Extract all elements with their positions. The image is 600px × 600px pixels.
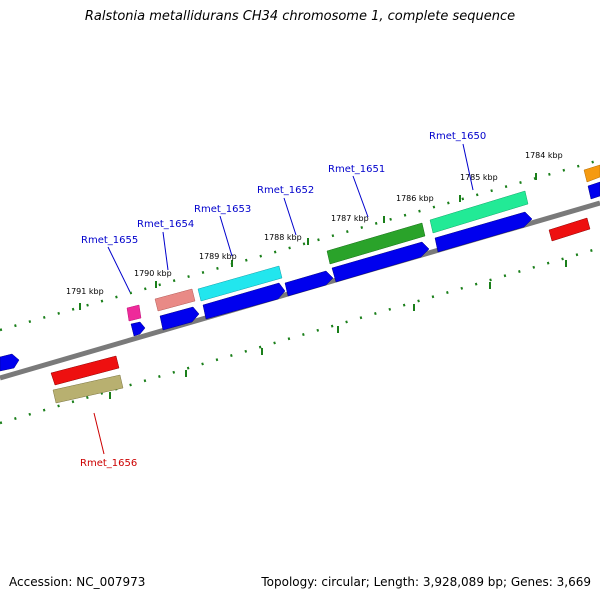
scale-label: 1790 kbp	[134, 269, 172, 278]
scale-label: 1787 kbp	[331, 214, 369, 223]
topology-summary: Topology: circular; Length: 3,928,089 bp…	[261, 575, 591, 589]
map-title: Ralstonia metallidurans CH34 chromosome …	[84, 9, 516, 24]
gene-orange[interactable]	[583, 164, 600, 183]
major-ticks	[79, 173, 567, 399]
lower-scale-line	[0, 246, 600, 425]
gene-label[interactable]: Rmet_1651	[328, 164, 385, 175]
gene-label[interactable]: Rmet_1655	[81, 235, 138, 246]
minus-strand-arrows[interactable]	[0, 181, 600, 372]
scale-label: 1791 kbp	[66, 287, 104, 296]
gene-rmet-1654[interactable]	[154, 288, 196, 312]
gene-rmet-1650[interactable]	[429, 190, 529, 234]
scale-label: 1789 kbp	[199, 252, 237, 261]
label-leaders	[107, 143, 474, 293]
scale-label: 1785 kbp	[460, 173, 498, 182]
gene-label[interactable]: Rmet_1650	[429, 131, 486, 142]
accession-text: Accession: NC_007973	[9, 575, 146, 589]
label-leader-1656	[93, 412, 105, 455]
gene-red-lower[interactable]	[50, 355, 120, 386]
gene-label[interactable]: Rmet_1653	[194, 204, 251, 215]
gene-rmet-1651[interactable]	[326, 222, 426, 265]
scale-label: 1788 kbp	[264, 233, 302, 242]
gene-label[interactable]: Rmet_1652	[257, 185, 314, 196]
gene-rmet-1656[interactable]	[52, 374, 124, 404]
gene-rmet-1653[interactable]	[197, 265, 283, 302]
scale-label: 1786 kbp	[396, 194, 434, 203]
gene-red-right[interactable]	[548, 217, 591, 242]
scale-label: 1784 kbp	[525, 151, 563, 160]
gene-label[interactable]: Rmet_1656	[80, 458, 137, 469]
gene-label[interactable]: Rmet_1654	[137, 219, 194, 230]
gene-rmet-1655[interactable]	[126, 304, 142, 322]
